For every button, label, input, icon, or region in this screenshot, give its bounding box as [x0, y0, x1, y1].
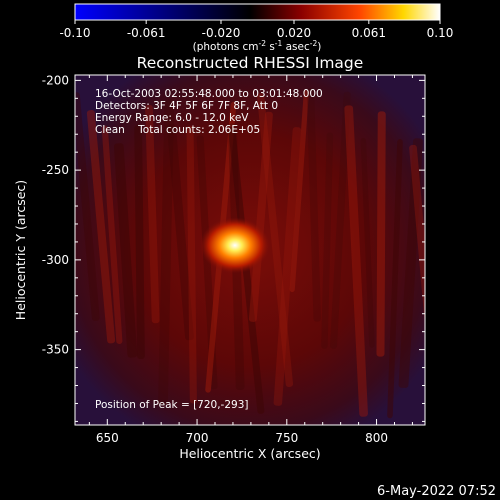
colorbar-ticks: -0.10 -0.061 -0.020 0.020 0.061 0.10 — [59, 20, 453, 40]
date-stamp: 6-May-2022 07:52 — [377, 484, 496, 499]
x-axis: 650 700 750 800 — [88, 75, 413, 445]
reconstruction-streak — [344, 105, 368, 417]
y-axis: -200 -250 -300 -350 — [42, 73, 425, 422]
colorbar-tick-label: 0.020 — [277, 26, 311, 40]
reconstruction-streak — [330, 91, 351, 349]
reconstruction-streak — [376, 111, 386, 357]
chart-title: Reconstructed RHESSI Image — [137, 54, 364, 72]
colorbar-tick-label: -0.10 — [59, 26, 90, 40]
reconstruction-streak — [321, 132, 334, 349]
colorbar-tick-label: 0.10 — [427, 26, 454, 40]
colorbar: -0.10 -0.061 -0.020 0.020 0.061 0.10 (photons… — [59, 3, 453, 53]
y-tick-label: -200 — [42, 73, 69, 87]
colorbar-tick-label: -0.061 — [127, 26, 166, 40]
colorbar-frame — [74, 3, 441, 21]
reconstruction-streak — [86, 110, 116, 344]
x-tick-label: 700 — [186, 431, 209, 445]
plot-area — [75, 75, 425, 425]
reconstruction-streak — [360, 137, 375, 348]
reconstruction-streak — [145, 104, 160, 324]
y-tick-label: -250 — [42, 163, 69, 177]
y-axis-label: Heliocentric Y (arcsec) — [13, 180, 28, 320]
colorbar-tick-label: -0.020 — [202, 26, 241, 40]
reconstruction-streak — [273, 127, 302, 406]
y-tick-label: -300 — [42, 253, 69, 267]
x-tick-label: 750 — [275, 431, 298, 445]
y-tick-label: -350 — [42, 343, 69, 357]
annotation-block: 16-Oct-2003 02:55:48.000 to 03:01:48.000… — [95, 88, 323, 136]
plot-frame — [74, 74, 426, 426]
reconstruction-streak — [75, 92, 100, 321]
x-axis-label: Heliocentric X (arcsec) — [179, 446, 320, 461]
x-tick-label: 650 — [96, 431, 119, 445]
reconstruction-streak — [306, 88, 321, 322]
peak-position-label: Position of Peak = [720,-293] — [95, 399, 249, 411]
reconstruction-streak — [398, 138, 423, 388]
reconstruction-streak — [101, 125, 123, 345]
flare-source — [199, 217, 270, 274]
reconstruction-streak — [256, 93, 294, 388]
reconstruction-streak — [409, 144, 425, 421]
reconstruction-streak — [113, 143, 138, 358]
annotation-counts: Clean Total counts: 2.06E+05 — [95, 124, 260, 136]
reconstruction-streak — [158, 99, 175, 406]
annotation-detectors: Detectors: 3F 4F 5F 6F 7F 8F, Att 0 — [95, 100, 278, 112]
annotation-time: 16-Oct-2003 02:55:48.000 to 03:01:48.000 — [95, 88, 323, 100]
reconstruction-streak — [387, 139, 403, 419]
colorbar-tick-label: 0.061 — [352, 26, 386, 40]
reconstruction-streak — [186, 125, 197, 404]
reconstruction-streak — [289, 90, 309, 293]
reconstruction-streak — [134, 125, 145, 360]
reconstruction-streak — [248, 111, 273, 322]
reconstruction-streak — [167, 124, 194, 341]
x-tick-label: 800 — [365, 431, 388, 445]
colorbar-gradient — [75, 4, 440, 20]
colorbar-unit-label: (photons cm-2 s-1 asec-2) — [193, 39, 322, 53]
annotation-energy: Energy Range: 6.0 - 12.0 keV — [95, 112, 249, 124]
